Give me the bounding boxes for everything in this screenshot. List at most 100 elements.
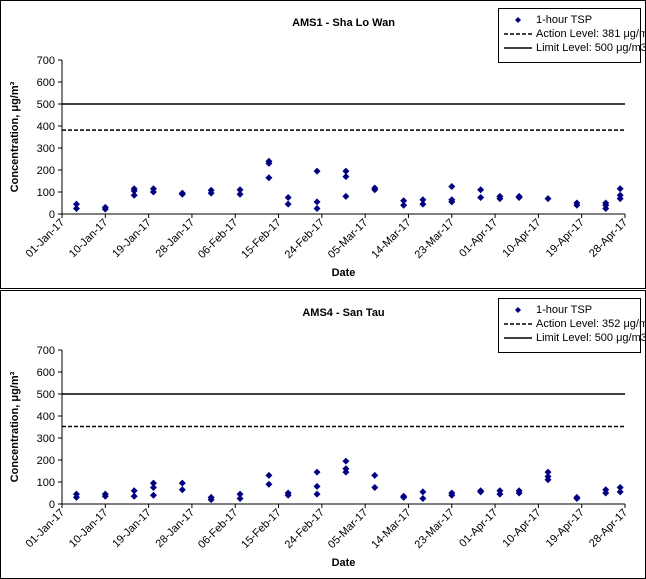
data-point <box>616 195 624 203</box>
data-point <box>236 186 244 194</box>
data-point <box>477 186 485 194</box>
data-point <box>400 493 408 501</box>
data-point <box>342 167 350 175</box>
data-point <box>236 495 244 502</box>
x-tick-label: 28-Jan-17 <box>154 217 198 261</box>
data-point <box>207 496 215 504</box>
x-tick-label: 01-Jan-17 <box>24 507 68 551</box>
data-point <box>371 471 379 479</box>
data-point <box>616 185 624 193</box>
data-point <box>207 189 215 197</box>
data-point <box>515 489 523 497</box>
data-point <box>149 479 157 487</box>
x-tick-label: 05-Mar-17 <box>326 507 370 551</box>
x-tick-label: 23-Mar-17 <box>413 217 457 261</box>
data-point <box>265 480 273 488</box>
x-tick-label: 06-Feb-17 <box>196 507 240 551</box>
x-tick-label: 28-Apr-17 <box>587 217 630 260</box>
data-point <box>544 476 552 484</box>
y-tick-label: 200 <box>37 165 55 177</box>
data-point <box>419 488 427 496</box>
x-axis-label: Date <box>332 557 356 569</box>
data-point <box>313 167 321 175</box>
data-point <box>602 489 610 497</box>
y-tick-label: 600 <box>37 77 55 89</box>
data-point <box>72 205 80 212</box>
data-point <box>284 491 292 499</box>
y-tick-label: 700 <box>37 345 55 357</box>
data-point <box>313 468 321 476</box>
y-tick-label: 400 <box>37 121 55 133</box>
data-point <box>178 479 186 487</box>
y-tick-label: 100 <box>37 187 55 199</box>
legend-label: 1-hour TSP <box>536 14 592 26</box>
y-tick-label: 0 <box>49 499 55 511</box>
data-point <box>342 173 350 181</box>
data-point <box>371 186 379 194</box>
y-tick-label: 0 <box>49 209 55 221</box>
data-point <box>313 205 321 212</box>
x-tick-label: 23-Mar-17 <box>413 507 457 551</box>
data-point <box>130 487 138 495</box>
legend-box <box>498 8 641 63</box>
data-point <box>313 198 321 206</box>
data-point <box>616 488 624 496</box>
data-point <box>130 492 138 500</box>
x-tick-label: 19-Apr-17 <box>544 507 587 550</box>
data-point <box>284 194 292 201</box>
chart-title: AMS4 - San Tau <box>302 307 384 319</box>
data-point <box>419 200 427 208</box>
chart-title: AMS1 - Sha Lo Wan <box>292 17 395 29</box>
legend-marker <box>515 307 521 313</box>
data-point <box>101 492 109 500</box>
data-point <box>178 486 186 494</box>
data-point <box>236 190 244 198</box>
x-tick-label: 01-Jan-17 <box>24 217 68 261</box>
y-axis-label: Concentration, μg/m³ <box>9 371 21 482</box>
x-tick-label: 14-Mar-17 <box>369 217 413 261</box>
data-point <box>573 201 581 209</box>
legend-label: Limit Level: 500 μg/m3 <box>536 42 646 54</box>
legend-box <box>498 298 641 353</box>
x-tick-label: 01-Apr-17 <box>457 507 500 550</box>
data-point <box>149 188 157 196</box>
y-tick-label: 500 <box>37 99 55 111</box>
x-tick-label: 14-Mar-17 <box>369 507 413 551</box>
data-point <box>448 491 456 499</box>
data-point <box>265 174 273 182</box>
x-tick-label: 06-Feb-17 <box>196 217 240 261</box>
legend-label: 1-hour TSP <box>536 304 592 316</box>
data-point <box>130 191 138 199</box>
x-tick-label: 10-Apr-17 <box>500 217 543 260</box>
data-point <box>371 484 379 491</box>
data-point <box>448 198 456 206</box>
y-tick-label: 300 <box>37 433 55 445</box>
data-point <box>496 490 504 498</box>
data-point <box>236 490 244 498</box>
x-tick-label: 19-Jan-17 <box>110 507 154 551</box>
data-point <box>342 468 350 476</box>
x-tick-label: 15-Feb-17 <box>239 217 283 261</box>
data-point <box>130 187 138 195</box>
y-tick-label: 300 <box>37 143 55 155</box>
data-point <box>496 195 504 203</box>
data-point <box>477 488 485 496</box>
data-point <box>72 493 80 501</box>
data-point <box>149 491 157 499</box>
x-tick-label: 19-Apr-17 <box>544 217 587 260</box>
x-tick-label: 05-Mar-17 <box>326 217 370 261</box>
x-tick-label: 24-Feb-17 <box>283 507 327 551</box>
data-point <box>149 484 157 491</box>
data-point <box>101 205 109 213</box>
data-point <box>573 495 581 502</box>
x-tick-label: 28-Jan-17 <box>154 507 198 551</box>
y-tick-label: 400 <box>37 411 55 423</box>
x-tick-label: 01-Apr-17 <box>457 217 500 260</box>
data-point <box>313 490 321 498</box>
x-tick-label: 24-Feb-17 <box>283 217 327 261</box>
data-point <box>616 484 624 491</box>
y-tick-label: 200 <box>37 455 55 467</box>
data-point <box>400 197 408 205</box>
data-point <box>313 482 321 490</box>
